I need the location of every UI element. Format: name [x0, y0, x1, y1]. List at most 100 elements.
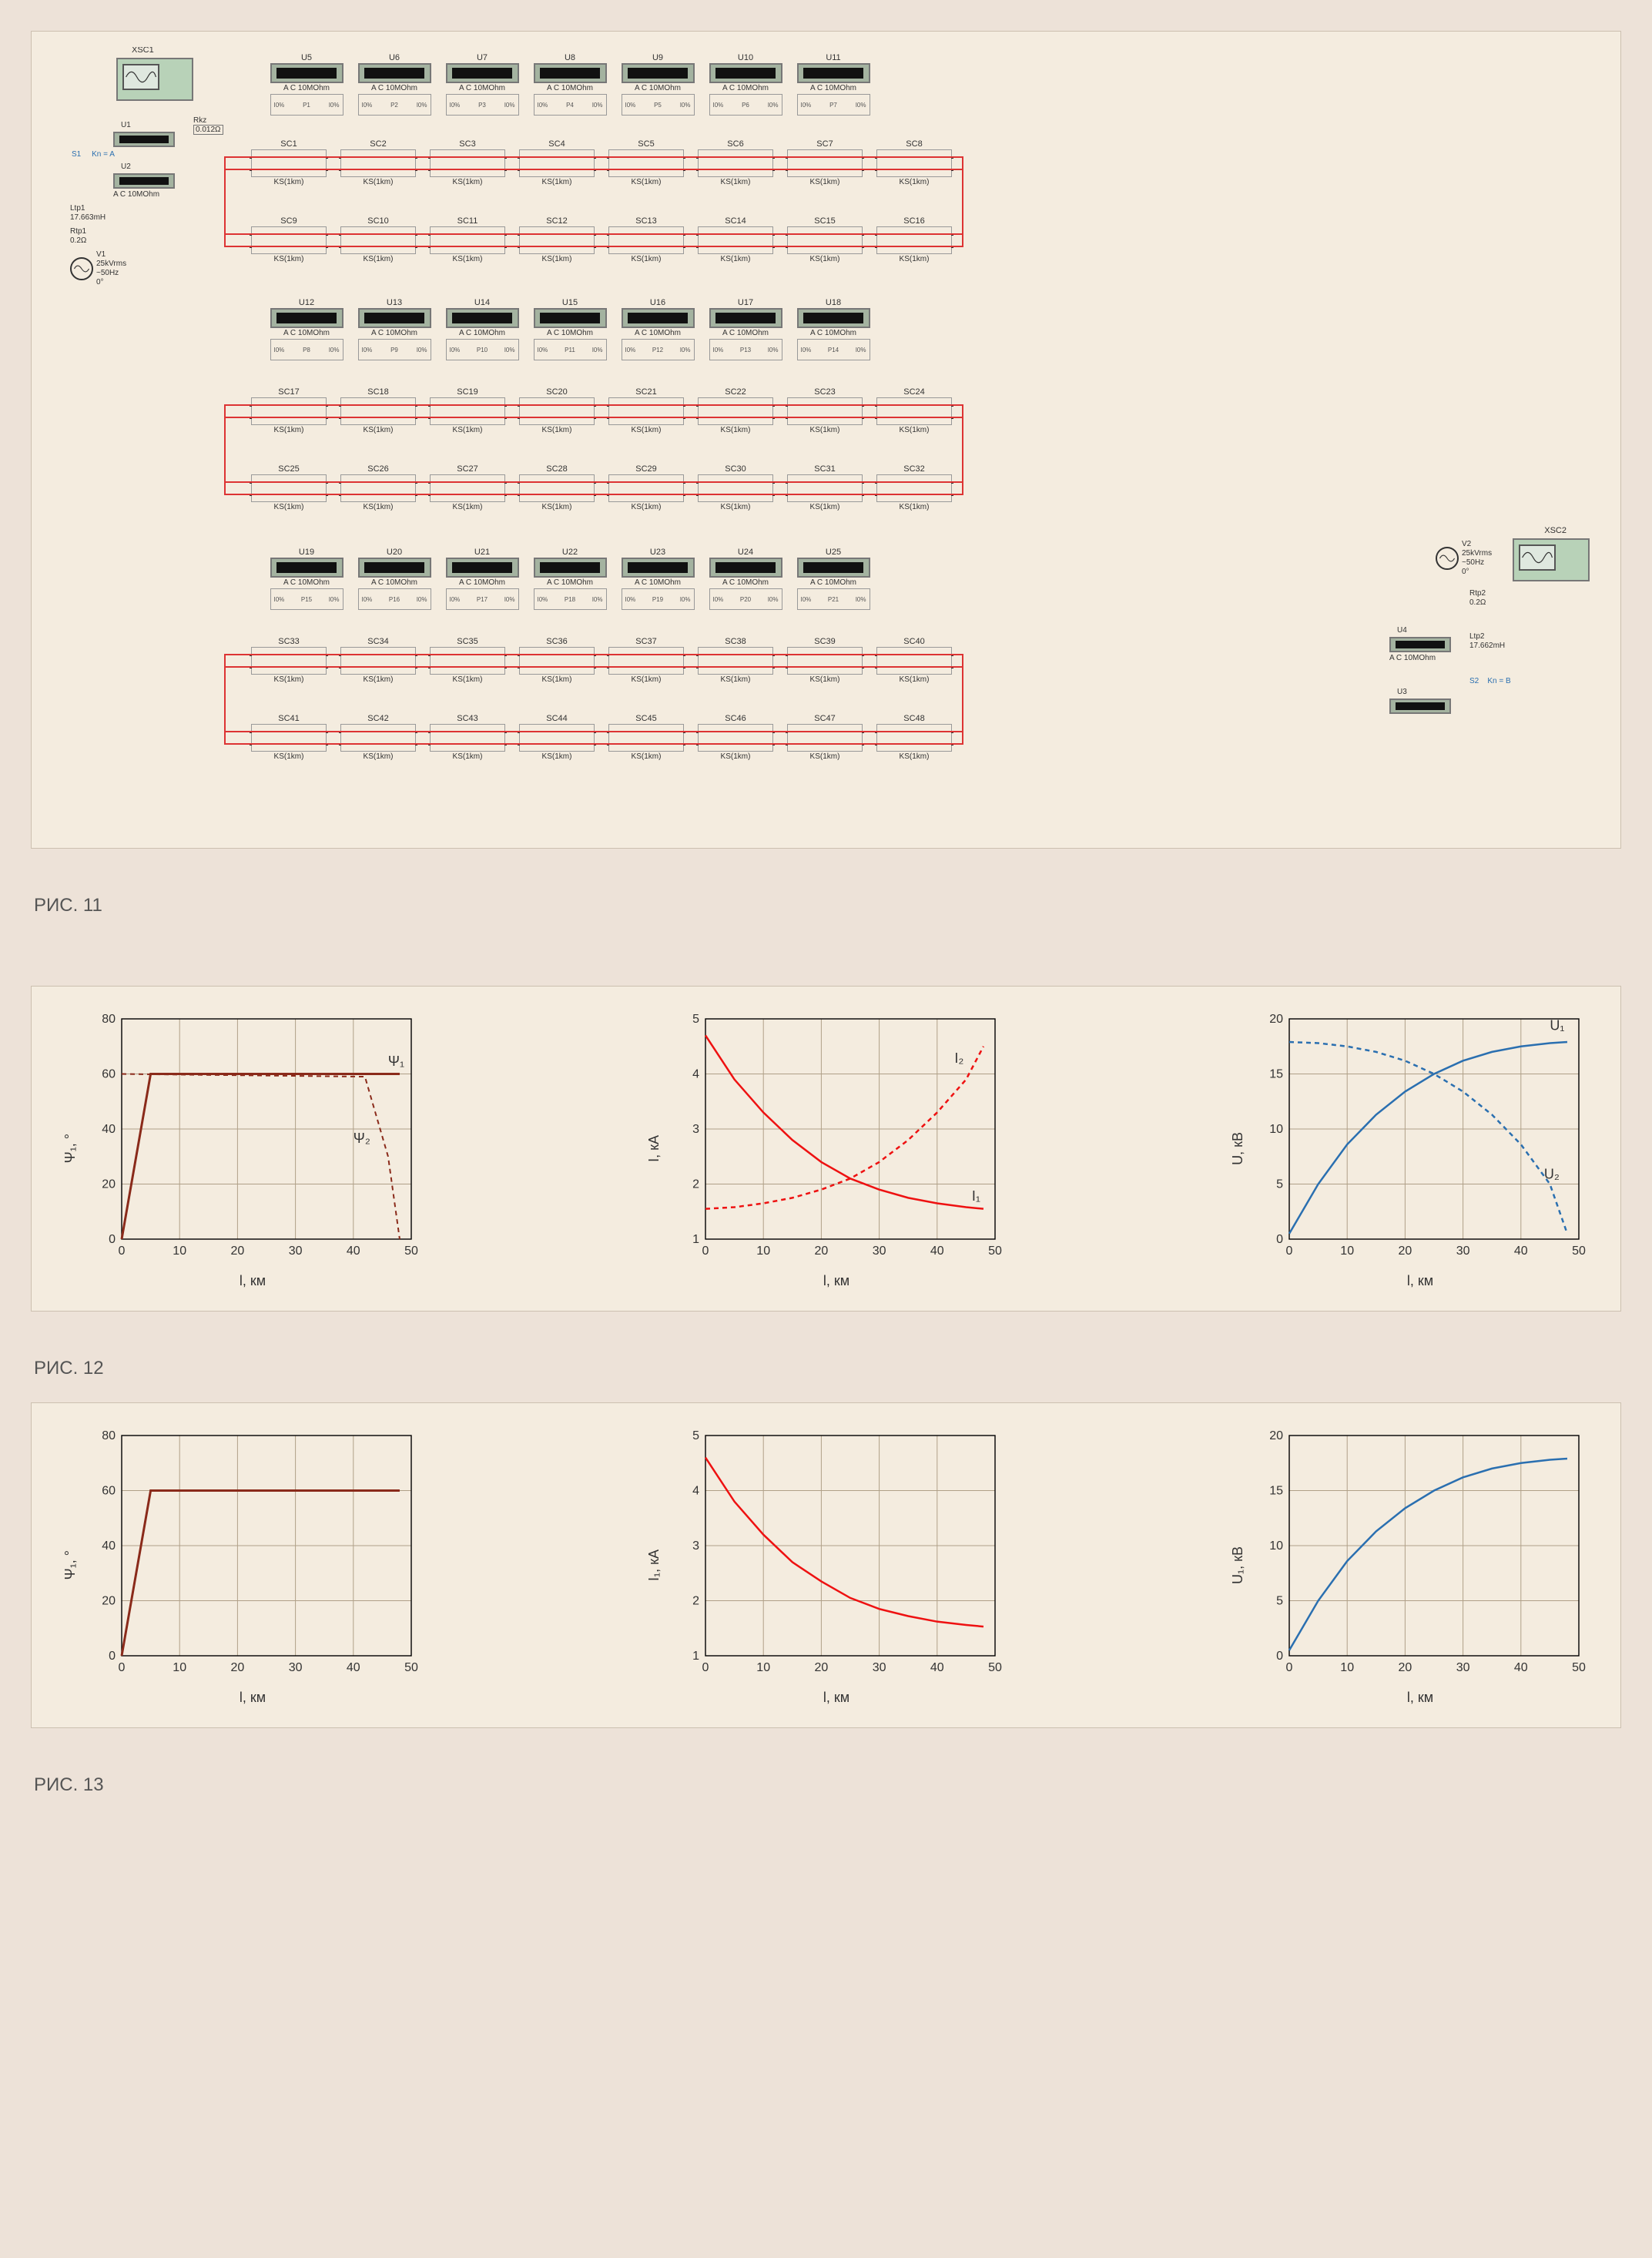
- sc-label: SC40: [903, 637, 925, 646]
- io-block: I0%P18I0%: [534, 588, 607, 610]
- meter-lcd: [803, 562, 863, 573]
- sc-box: [698, 149, 773, 177]
- meter-sublabel: A C 10MOhm: [547, 329, 593, 337]
- chart-I1: 0102030405012345: [667, 1425, 1006, 1687]
- sc-module-1: SC1 KS(1km): [247, 139, 330, 186]
- meter-box: [797, 63, 870, 83]
- svg-text:80: 80: [102, 1429, 116, 1442]
- sc-row: SC41 KS(1km) SC42 KS(1km) SC43 KS(1km) S…: [247, 714, 956, 761]
- meter-sublabel: A C 10MOhm: [722, 329, 769, 337]
- sc-box: [251, 647, 327, 675]
- u2-label: U2: [121, 162, 224, 172]
- meter-box: [622, 558, 695, 578]
- meter-u21: U21 A C 10MOhm I0%P17I0%: [441, 548, 523, 610]
- sc-label: SC41: [278, 714, 300, 723]
- svg-text:20: 20: [102, 1595, 116, 1608]
- meter-u20: U20 A C 10MOhm I0%P16I0%: [354, 548, 435, 610]
- v2-val: 25kVrms ~50Hz 0°: [1462, 549, 1492, 576]
- sc-box: [519, 226, 595, 254]
- sc-label: SC44: [546, 714, 568, 723]
- sc-box: [876, 149, 952, 177]
- meter-lcd: [364, 313, 424, 323]
- u2-sub: A C 10MOhm: [113, 190, 224, 199]
- sc-sublabel: KS(1km): [364, 255, 394, 263]
- sc-label: SC38: [725, 637, 746, 646]
- meter-label: U21: [474, 548, 490, 557]
- meter-lcd: [715, 562, 776, 573]
- meter-label: U6: [389, 53, 400, 62]
- svg-text:U₂: U₂: [1544, 1166, 1560, 1181]
- meter-box: [797, 558, 870, 578]
- sc-box: [519, 647, 595, 675]
- v1-label: V1: [96, 250, 106, 259]
- sc-module-5: SC5 KS(1km): [605, 139, 688, 186]
- meter-lcd: [803, 313, 863, 323]
- svg-text:20: 20: [815, 1661, 829, 1674]
- svg-text:2: 2: [692, 1595, 699, 1608]
- meter-box: [270, 308, 343, 328]
- sc-box: [876, 226, 952, 254]
- sc-box: [430, 474, 505, 502]
- meter-u9: U9 A C 10MOhm I0%P5I0%: [617, 53, 699, 116]
- meter-lcd: [452, 562, 512, 573]
- meter-sublabel: A C 10MOhm: [371, 329, 417, 337]
- ltp1-val: 17.663mH: [70, 213, 106, 222]
- chart-wrap-U: U, кВ 0102030405005101520U₁U₂ l, км: [1230, 1008, 1590, 1289]
- v2-source: [1436, 547, 1459, 570]
- kn-a: Kn = A: [92, 150, 115, 159]
- sc-box: [787, 397, 863, 425]
- meter-label: U19: [299, 548, 314, 557]
- svg-text:30: 30: [873, 1245, 886, 1258]
- bus-wire: [224, 169, 963, 170]
- s1-label: S1: [72, 150, 81, 159]
- sc-label: SC33: [278, 637, 300, 646]
- meter-lcd: [452, 313, 512, 323]
- svg-text:5: 5: [692, 1429, 699, 1442]
- sc-box: [430, 149, 505, 177]
- sc-box: [251, 474, 327, 502]
- io-block: I0%P19I0%: [622, 588, 695, 610]
- sc-label: SC20: [546, 387, 568, 397]
- sc-box: [876, 724, 952, 752]
- sc-label: SC36: [546, 637, 568, 646]
- meter-box: [709, 63, 782, 83]
- meter-sublabel: A C 10MOhm: [635, 84, 681, 92]
- rkz-label: Rkz: [193, 116, 206, 125]
- svg-text:10: 10: [173, 1245, 186, 1258]
- meter-lcd: [715, 313, 776, 323]
- sc-label: SC27: [457, 464, 478, 474]
- sc-label: SC45: [635, 714, 657, 723]
- meter-lcd: [364, 562, 424, 573]
- meter-box: [534, 308, 607, 328]
- sc-label: SC34: [367, 637, 389, 646]
- u2-meter: [113, 173, 175, 189]
- sc-module-25: SC25 KS(1km): [247, 464, 330, 511]
- meter-u11: U11 A C 10MOhm I0%P7I0%: [792, 53, 874, 116]
- sc-module-28: SC28 KS(1km): [515, 464, 598, 511]
- sc-label: SC9: [280, 216, 297, 226]
- meter-u14: U14 A C 10MOhm I0%P10I0%: [441, 298, 523, 360]
- meter-sublabel: A C 10MOhm: [283, 329, 330, 337]
- sc-module-21: SC21 KS(1km): [605, 387, 688, 434]
- sc-module-30: SC30 KS(1km): [694, 464, 777, 511]
- u4-sub: A C 10MOhm: [1389, 654, 1451, 663]
- meter-u10: U10 A C 10MOhm I0%P6I0%: [705, 53, 786, 116]
- svg-text:40: 40: [1514, 1661, 1528, 1674]
- io-block: I0%P3I0%: [446, 94, 519, 116]
- sc-sublabel: KS(1km): [632, 752, 662, 761]
- sc-sublabel: KS(1km): [632, 503, 662, 511]
- sc-box: [340, 149, 416, 177]
- meter-label: U10: [738, 53, 753, 62]
- sc-module-42: SC42 KS(1km): [337, 714, 420, 761]
- svg-text:40: 40: [347, 1661, 360, 1674]
- u1-meter: [113, 132, 175, 147]
- svg-text:Ψ₁: Ψ₁: [388, 1054, 404, 1069]
- meter-label: U23: [650, 548, 665, 557]
- svg-text:20: 20: [1269, 1013, 1283, 1026]
- meter-row: U19 A C 10MOhm I0%P15I0% U20 A C 10MOhm …: [266, 548, 874, 610]
- ylabel: Ψ₁, °: [62, 1134, 79, 1163]
- sc-label: SC48: [903, 714, 925, 723]
- meter-lcd: [628, 313, 688, 323]
- sc-row: SC17 KS(1km) SC18 KS(1km) SC19 KS(1km) S…: [247, 387, 956, 434]
- sc-module-7: SC7 KS(1km): [783, 139, 866, 186]
